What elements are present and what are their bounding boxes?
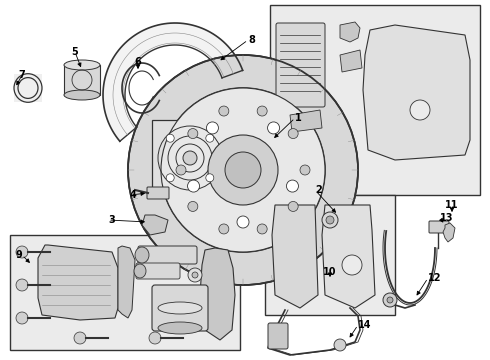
Polygon shape [38,245,118,320]
Ellipse shape [135,247,149,263]
Polygon shape [322,205,375,308]
Circle shape [342,255,362,275]
Circle shape [219,106,229,116]
Circle shape [288,202,298,211]
Text: 12: 12 [428,273,441,283]
Circle shape [257,224,267,234]
Circle shape [334,339,346,351]
Polygon shape [290,110,322,132]
Ellipse shape [64,90,100,100]
Circle shape [16,246,28,258]
Bar [64,65,100,95]
Polygon shape [153,125,187,170]
Text: 11: 11 [445,200,459,210]
Polygon shape [443,223,455,242]
Polygon shape [118,246,135,318]
Text: 3: 3 [108,215,115,225]
Circle shape [387,297,393,303]
Text: 10: 10 [323,267,337,277]
Ellipse shape [64,60,100,70]
FancyBboxPatch shape [268,323,288,349]
Text: 7: 7 [19,70,25,80]
Bar [152,120,228,196]
Circle shape [166,174,174,182]
Circle shape [206,174,214,182]
Circle shape [192,272,198,278]
Circle shape [288,129,298,139]
Polygon shape [272,205,318,308]
Polygon shape [142,215,168,235]
Text: 6: 6 [135,57,142,67]
Ellipse shape [158,302,202,314]
Bar [10,235,240,350]
Circle shape [16,279,28,291]
Circle shape [287,180,298,192]
Ellipse shape [134,264,146,278]
Circle shape [176,165,186,175]
FancyBboxPatch shape [147,187,169,199]
Circle shape [300,165,310,175]
Polygon shape [103,23,243,141]
FancyBboxPatch shape [429,221,449,233]
Text: 5: 5 [72,47,78,57]
Text: 13: 13 [440,213,454,223]
FancyBboxPatch shape [152,285,208,331]
Polygon shape [340,50,362,72]
Polygon shape [200,248,235,340]
Bar [265,195,395,315]
Circle shape [166,134,174,142]
Ellipse shape [158,322,202,334]
Circle shape [161,88,325,252]
Circle shape [149,332,161,344]
Circle shape [383,293,397,307]
Bar [270,5,480,195]
FancyBboxPatch shape [138,246,197,264]
Circle shape [257,106,267,116]
Circle shape [188,268,202,282]
FancyBboxPatch shape [276,23,325,107]
FancyBboxPatch shape [136,263,180,279]
Polygon shape [14,74,42,102]
Circle shape [206,122,219,134]
Circle shape [208,135,278,205]
Circle shape [188,180,199,192]
Circle shape [188,202,198,211]
Circle shape [237,216,249,228]
Circle shape [16,312,28,324]
Text: 1: 1 [295,113,302,123]
Polygon shape [340,22,360,42]
Circle shape [74,332,86,344]
Text: 14: 14 [358,320,371,330]
Circle shape [225,152,261,188]
Circle shape [188,129,198,139]
Circle shape [183,151,197,165]
Polygon shape [363,25,470,160]
Circle shape [206,134,214,142]
Circle shape [326,216,334,224]
Circle shape [268,122,280,134]
Text: 4: 4 [130,190,137,200]
Text: 8: 8 [248,35,255,45]
Circle shape [219,224,229,234]
Text: 2: 2 [315,185,322,195]
Circle shape [322,212,338,228]
Text: 9: 9 [15,250,22,260]
Circle shape [410,100,430,120]
